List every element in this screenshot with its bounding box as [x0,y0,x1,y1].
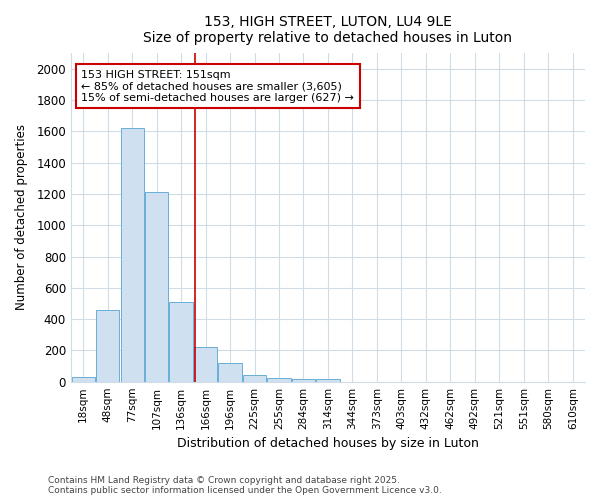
Bar [316,380,340,382]
Bar [268,378,290,382]
Bar [96,310,119,382]
Text: Contains HM Land Registry data © Crown copyright and database right 2025.
Contai: Contains HM Land Registry data © Crown c… [48,476,442,495]
Text: 153 HIGH STREET: 151sqm
← 85% of detached houses are smaller (3,605)
15% of semi: 153 HIGH STREET: 151sqm ← 85% of detache… [81,70,354,103]
Bar [194,348,217,382]
Bar [145,192,168,382]
Title: 153, HIGH STREET, LUTON, LU4 9LE
Size of property relative to detached houses in: 153, HIGH STREET, LUTON, LU4 9LE Size of… [143,15,512,45]
Bar [121,128,144,382]
Bar [243,374,266,382]
Bar [292,378,315,382]
Bar [169,302,193,382]
Bar [71,377,95,382]
Bar [218,363,242,382]
X-axis label: Distribution of detached houses by size in Luton: Distribution of detached houses by size … [177,437,479,450]
Y-axis label: Number of detached properties: Number of detached properties [15,124,28,310]
